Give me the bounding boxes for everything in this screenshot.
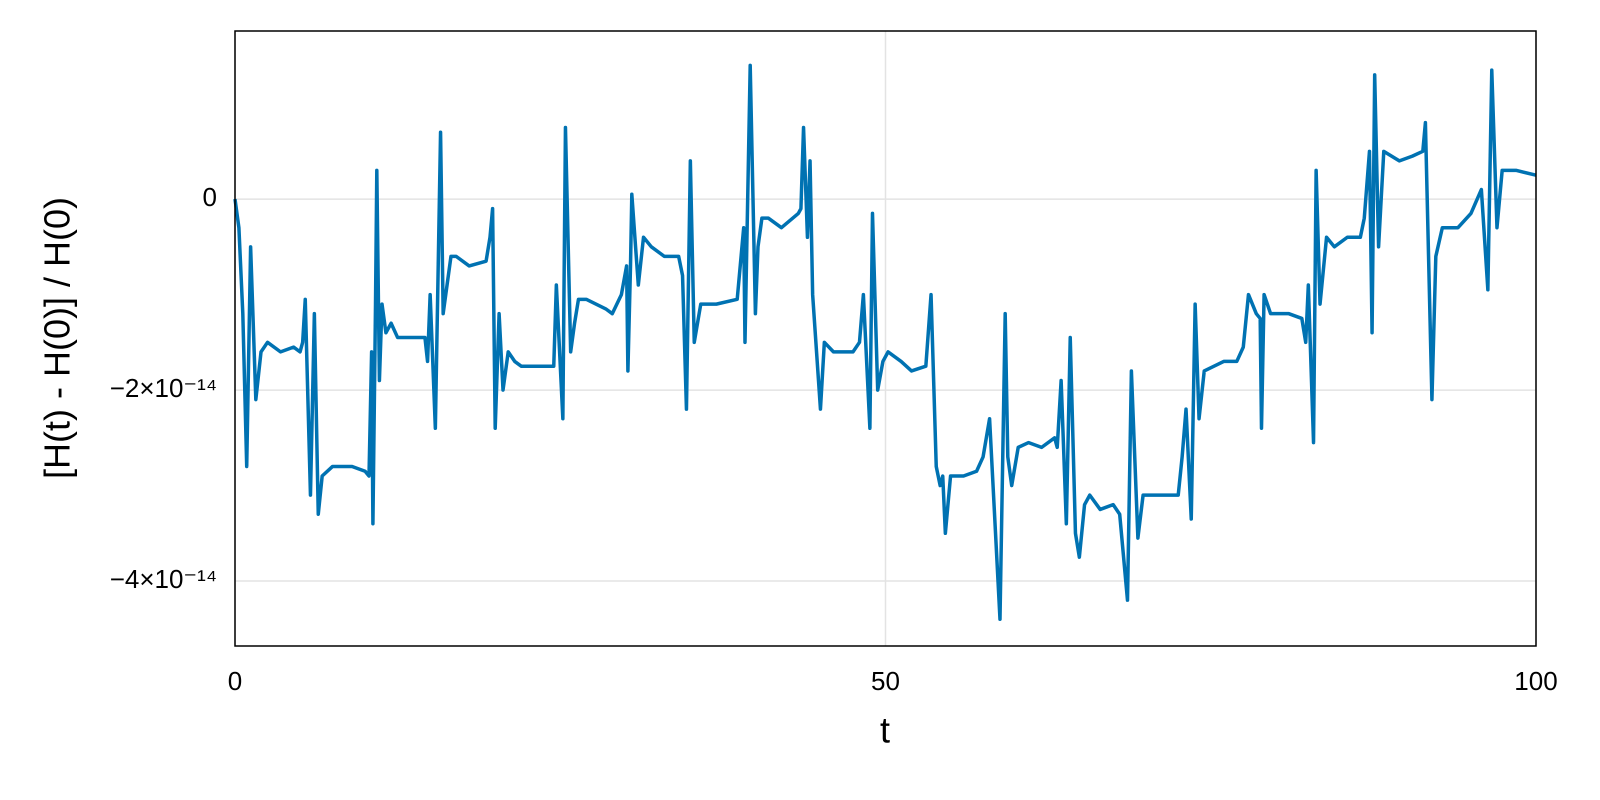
data-line bbox=[233, 63, 1537, 622]
x-tick-label: 100 bbox=[1514, 666, 1557, 696]
x-tick-label: 50 bbox=[871, 666, 900, 696]
y-tick-label: −4×10⁻¹⁴ bbox=[110, 564, 217, 594]
x-axis-title: t bbox=[880, 710, 890, 751]
x-tick-label: 0 bbox=[228, 666, 242, 696]
y-tick-label: −2×10⁻¹⁴ bbox=[110, 373, 217, 403]
y-tick-label: 0 bbox=[203, 182, 217, 212]
y-axis-title: [H(t) - H(0)] / H(0) bbox=[37, 197, 78, 479]
plot-frame bbox=[234, 30, 1537, 647]
